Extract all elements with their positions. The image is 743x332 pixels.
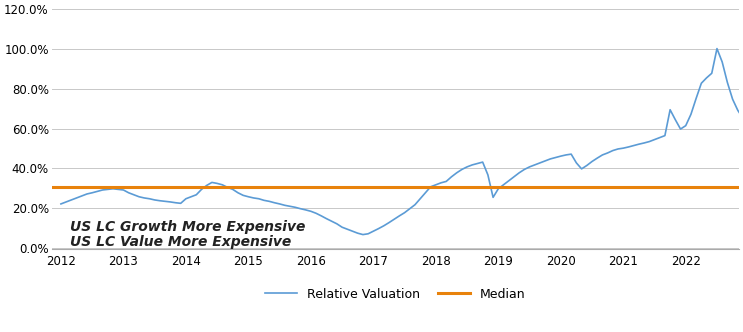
Relative Valuation: [285, 204, 294, 208]
Relative Valuation: [358, 233, 367, 237]
Text: US LC Growth More Expensive: US LC Growth More Expensive: [71, 220, 305, 234]
Relative Valuation: [609, 148, 617, 152]
Relative Valuation: [114, 187, 123, 191]
Relative Valuation: [140, 196, 149, 200]
Relative Valuation: [739, 116, 743, 120]
Legend: Relative Valuation, Median: Relative Valuation, Median: [260, 283, 531, 306]
Relative Valuation: [265, 199, 273, 203]
Relative Valuation: [56, 202, 65, 206]
Line: Relative Valuation: Relative Valuation: [61, 48, 743, 235]
Text: US LC Value More Expensive: US LC Value More Expensive: [71, 235, 291, 249]
Relative Valuation: [614, 147, 623, 151]
Relative Valuation: [713, 46, 721, 50]
